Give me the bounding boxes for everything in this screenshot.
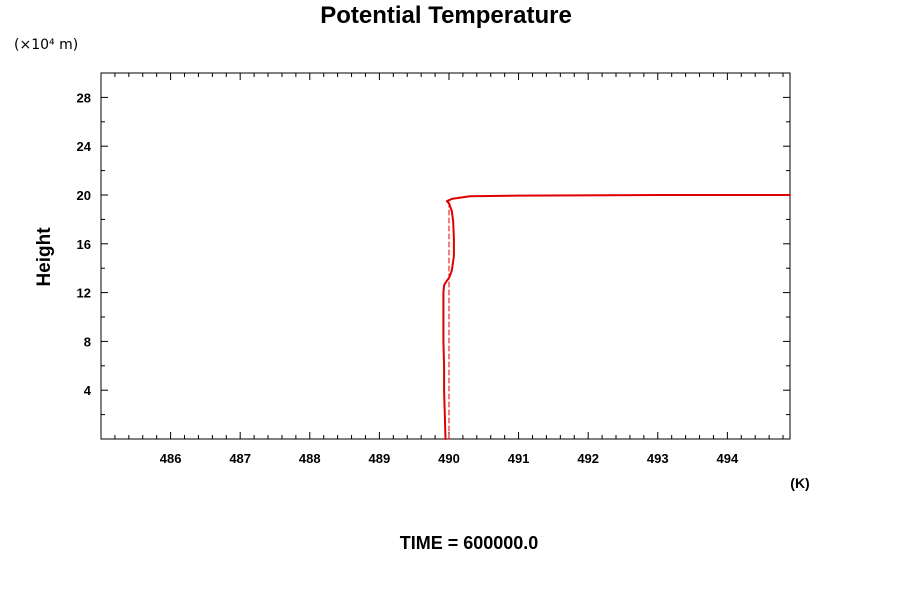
- tick-labels: 486 487 488 489 490 491 492 493 494 4 8 12 16 20 24 28: [77, 90, 739, 466]
- y-tick-label: 28: [77, 90, 91, 105]
- x-tick-label: 493: [647, 451, 669, 466]
- y-axis-scale-note: (×10⁴ m): [14, 37, 78, 53]
- time-label: TIME = 600000.0: [400, 533, 539, 553]
- x-tick-label: 494: [717, 451, 739, 466]
- y-tick-label: 8: [84, 334, 91, 349]
- y-tick-label: 12: [77, 286, 91, 301]
- x-tick-label: 487: [229, 451, 251, 466]
- x-tick-label: 490: [438, 451, 460, 466]
- series-layer: [442, 194, 791, 440]
- axis-ticks: [100, 73, 790, 439]
- y-axis-label: Height: [34, 227, 55, 287]
- chart-title: Potential Temperature: [320, 2, 572, 29]
- x-tick-label: 491: [508, 451, 530, 466]
- y-tick-label: 20: [77, 188, 91, 203]
- x-tick-label: 492: [577, 451, 599, 466]
- y-tick-label: 24: [77, 139, 92, 154]
- x-axis-unit-label: (K): [790, 475, 809, 491]
- x-tick-label: 489: [369, 451, 391, 466]
- y-tick-label: 16: [77, 237, 91, 252]
- x-tick-label: 488: [299, 451, 321, 466]
- y-tick-label: 4: [84, 383, 92, 398]
- plot-frame: [100, 72, 791, 440]
- temperature-profile-line: [442, 194, 791, 440]
- x-tick-label: 486: [160, 451, 182, 466]
